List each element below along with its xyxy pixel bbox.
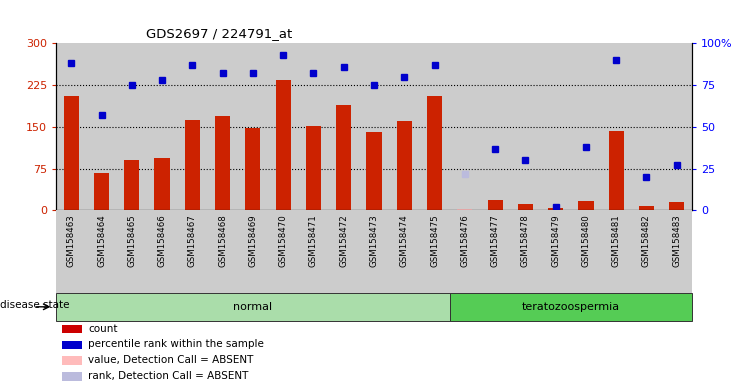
Bar: [631, 43, 662, 210]
Bar: [117, 210, 147, 293]
Bar: [238, 43, 268, 210]
Bar: [177, 210, 207, 293]
Text: GSM158474: GSM158474: [399, 215, 408, 267]
Bar: [328, 43, 359, 210]
Bar: [245, 128, 260, 210]
Text: GSM158464: GSM158464: [97, 215, 106, 267]
Text: GSM158475: GSM158475: [430, 215, 439, 267]
Text: GSM158463: GSM158463: [67, 215, 76, 267]
Text: GSM158466: GSM158466: [158, 215, 167, 267]
Bar: [450, 293, 692, 321]
Text: disease state: disease state: [0, 300, 70, 310]
Bar: [147, 43, 177, 210]
Bar: [510, 210, 541, 293]
Bar: [518, 204, 533, 210]
Text: GSM158476: GSM158476: [460, 215, 469, 267]
Text: GSM158467: GSM158467: [188, 215, 197, 267]
Bar: [155, 157, 170, 210]
Text: GSM158468: GSM158468: [218, 215, 227, 267]
Bar: [207, 210, 238, 293]
Text: GDS2697 / 224791_at: GDS2697 / 224791_at: [146, 26, 292, 40]
Bar: [427, 96, 442, 210]
Bar: [571, 43, 601, 210]
Bar: [510, 43, 541, 210]
Bar: [389, 43, 420, 210]
Bar: [578, 201, 593, 210]
Bar: [275, 79, 291, 210]
Bar: [420, 43, 450, 210]
Text: teratozoospermia: teratozoospermia: [522, 302, 620, 312]
Bar: [631, 210, 662, 293]
Text: count: count: [88, 324, 117, 334]
Bar: [238, 210, 268, 293]
Bar: [548, 208, 563, 210]
Bar: [336, 104, 352, 210]
Bar: [480, 43, 510, 210]
Text: GSM158471: GSM158471: [309, 215, 318, 267]
Bar: [396, 121, 412, 210]
Bar: [268, 210, 298, 293]
Bar: [639, 206, 654, 210]
Text: normal: normal: [233, 302, 272, 312]
Text: GSM158472: GSM158472: [340, 215, 349, 267]
Bar: [86, 43, 117, 210]
Bar: [56, 43, 86, 210]
Bar: [601, 43, 631, 210]
Text: rank, Detection Call = ABSENT: rank, Detection Call = ABSENT: [88, 371, 248, 381]
Bar: [609, 131, 624, 210]
Text: GSM158477: GSM158477: [491, 215, 500, 267]
Bar: [306, 126, 321, 210]
Bar: [94, 172, 109, 210]
Bar: [86, 210, 117, 293]
Text: GSM158479: GSM158479: [551, 215, 560, 267]
Text: GSM158473: GSM158473: [370, 215, 378, 267]
Text: GSM158481: GSM158481: [612, 215, 621, 267]
Text: GSM158478: GSM158478: [521, 215, 530, 267]
Bar: [268, 43, 298, 210]
Bar: [662, 43, 692, 210]
Bar: [571, 210, 601, 293]
Bar: [488, 200, 503, 210]
Bar: [328, 210, 359, 293]
Bar: [298, 43, 328, 210]
Text: GSM158482: GSM158482: [642, 215, 651, 267]
Bar: [207, 43, 238, 210]
Bar: [359, 210, 389, 293]
Bar: [389, 210, 420, 293]
Bar: [62, 372, 82, 381]
Bar: [64, 96, 79, 210]
Bar: [62, 341, 82, 349]
Bar: [124, 161, 139, 210]
Bar: [669, 202, 684, 210]
Bar: [420, 210, 450, 293]
Bar: [457, 209, 473, 210]
Bar: [450, 43, 480, 210]
Bar: [298, 210, 328, 293]
Text: GSM158480: GSM158480: [581, 215, 590, 267]
Bar: [62, 325, 82, 333]
Text: percentile rank within the sample: percentile rank within the sample: [88, 339, 264, 349]
Bar: [117, 43, 147, 210]
Text: GSM158483: GSM158483: [672, 215, 681, 267]
Bar: [601, 210, 631, 293]
Bar: [367, 132, 381, 210]
Bar: [450, 210, 480, 293]
Text: GSM158465: GSM158465: [127, 215, 136, 267]
Bar: [480, 210, 510, 293]
Bar: [541, 210, 571, 293]
Bar: [662, 210, 692, 293]
Bar: [56, 210, 86, 293]
Bar: [56, 293, 450, 321]
Text: GSM158469: GSM158469: [248, 215, 257, 267]
Bar: [177, 43, 207, 210]
Bar: [215, 116, 230, 210]
Bar: [185, 120, 200, 210]
Bar: [147, 210, 177, 293]
Text: GSM158470: GSM158470: [279, 215, 288, 267]
Bar: [359, 43, 389, 210]
Bar: [541, 43, 571, 210]
Bar: [62, 356, 82, 365]
Text: value, Detection Call = ABSENT: value, Detection Call = ABSENT: [88, 355, 254, 365]
